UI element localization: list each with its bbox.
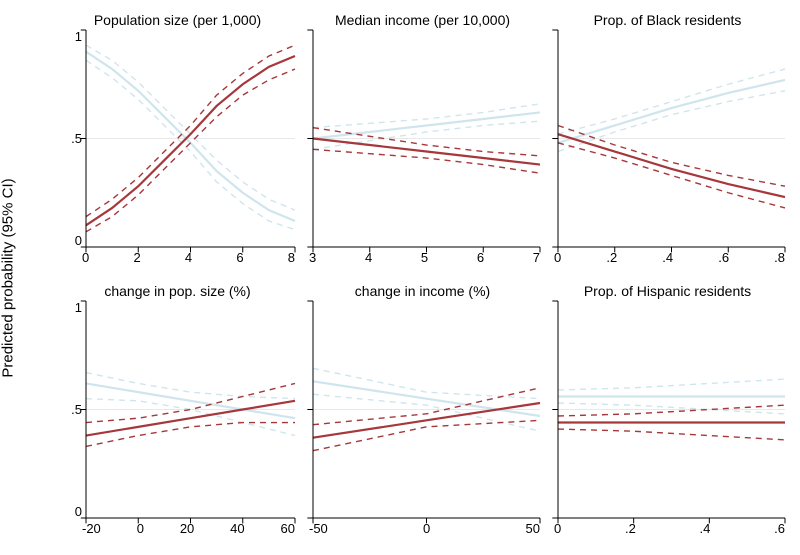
panel-title: change in income (%)	[305, 281, 540, 301]
panel-1: Median income (per 10,000) 34567	[305, 10, 540, 269]
y-axis-label: Predicted probability (95% CI)	[0, 178, 17, 377]
plot-wrap	[550, 301, 785, 518]
panel-0: Population size (per 1,000)1.5002468	[60, 10, 295, 269]
panel-4: change in income (%) -50050	[305, 281, 540, 540]
plot-wrap	[305, 30, 540, 247]
figure: Predicted probability (95% CI) Populatio…	[0, 0, 800, 555]
panel-title: Median income (per 10,000)	[305, 10, 540, 30]
plot-area	[558, 30, 785, 247]
x-tick-labels: -200204060	[60, 518, 295, 540]
x-tick-labels: 34567	[305, 247, 540, 269]
plot-wrap: 1.50	[60, 301, 295, 518]
plot-area	[558, 301, 785, 518]
panel-title: change in pop. size (%)	[60, 281, 295, 301]
panel-title: Prop. of Black residents	[550, 10, 785, 30]
panel-2: Prop. of Black residents 0.2.4.6.8	[550, 10, 785, 269]
x-tick-labels: 0.2.4.6	[550, 518, 785, 540]
plot-area	[313, 30, 540, 247]
x-tick-labels: 02468	[60, 247, 295, 269]
plot-area	[86, 30, 295, 247]
x-tick-labels: 0.2.4.6.8	[550, 247, 785, 269]
plot-wrap	[550, 30, 785, 247]
plot-wrap: 1.50	[60, 30, 295, 247]
panel-grid: Population size (per 1,000)1.5002468Medi…	[60, 10, 785, 540]
plot-area	[313, 301, 540, 518]
plot-wrap	[305, 301, 540, 518]
panel-3: change in pop. size (%)1.50-200204060	[60, 281, 295, 540]
x-tick-labels: -50050	[305, 518, 540, 540]
panel-title: Prop. of Hispanic residents	[550, 281, 785, 301]
plot-area	[86, 301, 295, 518]
panel-5: Prop. of Hispanic residents 0.2.4.6	[550, 281, 785, 540]
panel-title: Population size (per 1,000)	[60, 10, 295, 30]
